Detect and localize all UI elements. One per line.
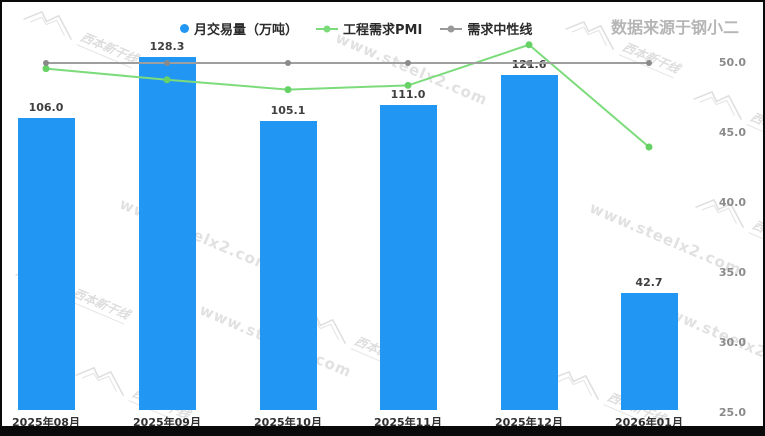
x-axis-label: 2025年10月 (254, 416, 322, 429)
legend-item-2[interactable]: 需求中性线 (440, 19, 532, 38)
x-axis-label: 2026年01月 (615, 416, 683, 429)
watermark-logo-text: 西本新干线 (748, 216, 763, 257)
watermark-logo-text: 西本新干线 (76, 28, 142, 69)
legend-line-icon (440, 25, 463, 32)
data-point-neutral-3[interactable] (405, 60, 411, 66)
bar-value-label: 128.3 (149, 39, 185, 53)
watermark-logo-text: 西本新干线 (68, 284, 134, 325)
data-point-pmi-5[interactable] (645, 143, 653, 151)
mountain-logo-icon (23, 10, 73, 41)
y-axis-tick-label: 45.0 (718, 126, 746, 139)
bar-2025年12月[interactable] (500, 75, 558, 410)
data-point-pmi-1[interactable] (163, 76, 171, 84)
data-point-pmi-4[interactable] (525, 41, 533, 49)
mountain-logo-icon (75, 366, 125, 397)
y-axis-tick-label: 50.0 (718, 56, 746, 69)
watermark-logo-text: 西本新干线 (618, 38, 684, 79)
bar-2025年11月[interactable] (379, 104, 437, 410)
x-axis-label: 2025年11月 (374, 416, 442, 429)
data-point-neutral-0[interactable] (43, 60, 49, 66)
legend-label: 月交易量（万吨） (194, 23, 299, 38)
bar-value-label: 106.0 (28, 101, 64, 115)
y-axis-tick-label: 30.0 (718, 336, 746, 349)
data-source-label: 数据来源于钢小二 (610, 18, 739, 37)
bar-2025年10月[interactable] (259, 120, 317, 410)
bar-2025年09月[interactable] (138, 56, 196, 410)
y-axis-tick-label: 25.0 (718, 406, 746, 419)
legend-item-0[interactable]: 月交易量（万吨） (180, 19, 298, 38)
data-point-neutral-4[interactable] (526, 60, 532, 66)
legend-line-icon (316, 25, 339, 32)
bar-value-label: 105.1 (270, 103, 306, 117)
watermark-logo-text: 西本新干线 (746, 108, 763, 149)
data-point-neutral-5[interactable] (646, 60, 652, 66)
legend-label: 需求中性线 (467, 23, 533, 38)
data-point-neutral-1[interactable] (164, 60, 170, 66)
chart-legend: 月交易量（万吨） 工程需求PMI 需求中性线 (180, 19, 532, 38)
bar-value-label: 42.7 (635, 275, 663, 289)
x-axis-label: 2025年09月 (133, 416, 201, 429)
bottom-border-bar (2, 426, 763, 434)
y-axis-tick-label: 35.0 (718, 266, 746, 279)
legend-dot-icon (180, 24, 189, 33)
data-point-pmi-2[interactable] (284, 86, 292, 94)
data-point-pmi-0[interactable] (42, 65, 50, 73)
bar-value-label: 111.0 (390, 87, 426, 101)
legend-label: 工程需求PMI (343, 23, 423, 38)
legend-item-1[interactable]: 工程需求PMI (316, 19, 422, 38)
data-point-neutral-2[interactable] (285, 60, 291, 66)
watermark-logo: 西本新干线 (21, 2, 142, 69)
x-axis-label: 2025年08月 (12, 416, 80, 429)
mountain-logo-icon (693, 90, 743, 121)
bar-2026年01月[interactable] (620, 292, 678, 410)
bar-2025年08月[interactable] (17, 118, 75, 410)
data-point-pmi-3[interactable] (404, 81, 412, 89)
x-axis-label: 2025年12月 (495, 416, 563, 429)
y-axis-tick-label: 40.0 (718, 196, 746, 209)
